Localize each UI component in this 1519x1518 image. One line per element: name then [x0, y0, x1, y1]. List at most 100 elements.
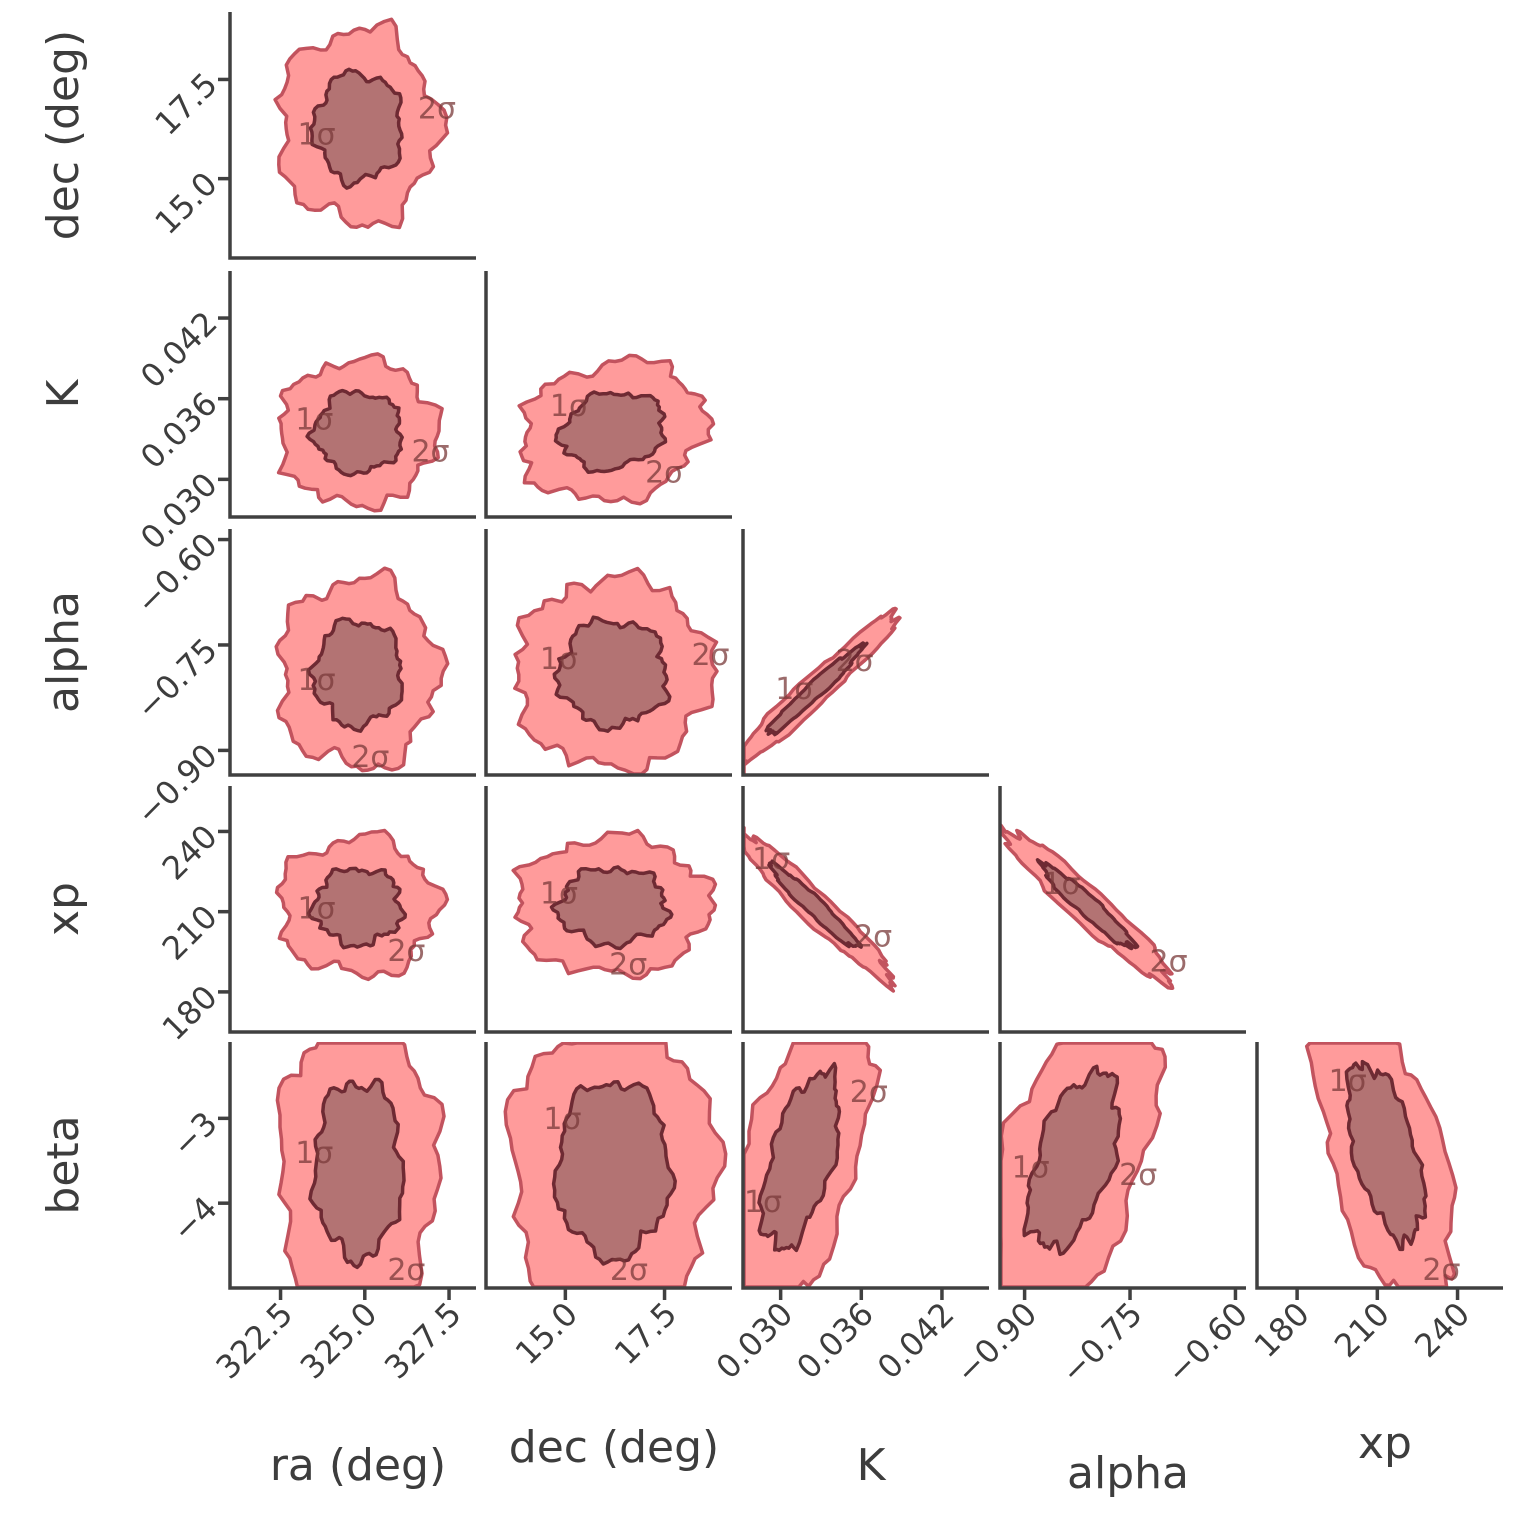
panel-ra-K: 1σ 2σ — [276, 352, 450, 513]
axes-ra-dec — [228, 12, 476, 260]
axes-ra-xp — [228, 786, 476, 1034]
ytick-label-xp-1: 210 — [155, 898, 225, 968]
sigma-label-2-ra-alpha: 2σ — [351, 740, 389, 775]
sigma-label-1-alpha-xp: 1σ — [1042, 867, 1080, 902]
contour-1sigma-dec-alpha — [552, 615, 672, 733]
panel-K-beta: 1σ 2σ — [743, 1042, 888, 1288]
panel-K-alpha: 1σ 2σ — [743, 606, 902, 775]
xtick-label-ra-0: 322.5 — [209, 1295, 301, 1387]
sigma-label-2-alpha-xp: 2σ — [1150, 944, 1188, 979]
ylabel-beta: beta — [38, 1115, 89, 1214]
panel-alpha-xp: 1σ 2σ — [1000, 823, 1188, 990]
contour-1sigma-K-beta — [757, 1061, 842, 1253]
ytick-label-dec-0: 15.0 — [147, 165, 224, 242]
sigma-label-2-ra-xp: 2σ — [387, 934, 425, 969]
ytick-label-alpha-1: −0.75 — [129, 631, 225, 727]
sigma-label-1-ra-alpha: 1σ — [298, 663, 336, 698]
xtick-label-dec-1: 17.5 — [607, 1295, 684, 1372]
sigma-label-2-ra-K: 2σ — [411, 435, 449, 470]
xtick-label-dec-0: 15.0 — [508, 1295, 585, 1372]
ylabel-dec: dec (deg) — [38, 30, 89, 240]
sigma-label-2-K-beta: 2σ — [850, 1075, 888, 1110]
xtick-label-K-1: 0.036 — [789, 1295, 881, 1387]
xlabel-dec: dec (deg) — [509, 1422, 719, 1473]
sigma-label-1-ra-beta: 1σ — [295, 1136, 333, 1171]
xtick-label-ra-1: 325.0 — [293, 1295, 385, 1387]
ytick-label-xp-2: 240 — [155, 817, 225, 887]
sigma-label-1-dec-alpha: 1σ — [540, 642, 578, 677]
sigma-label-1-ra-xp: 1σ — [298, 892, 336, 927]
contour-1sigma-dec-beta — [551, 1080, 677, 1266]
contour-1sigma-alpha-xp — [1035, 858, 1140, 951]
panel-ra-beta: 1σ 2σ — [275, 1042, 446, 1288]
axes-dec-K — [484, 271, 732, 519]
sigma-label-1-K-alpha: 1σ — [775, 672, 813, 707]
sigma-label-2-ra-beta: 2σ — [387, 1253, 425, 1288]
sigma-label-2-dec-beta: 2σ — [610, 1253, 648, 1288]
panel-ra-alpha: 1σ 2σ — [274, 566, 450, 775]
panel-alpha-beta: 1σ 2σ — [1000, 1042, 1168, 1288]
ytick-label-dec-1: 17.5 — [147, 65, 224, 142]
sigma-label-1-K-beta: 1σ — [744, 1185, 782, 1220]
contour-1sigma-ra-dec — [308, 67, 404, 190]
sigma-label-1-ra-dec: 1σ — [298, 117, 336, 152]
axes-K-alpha — [741, 529, 989, 777]
ytick-label-K-1: 0.036 — [133, 385, 225, 477]
contour-1sigma-ra-xp — [306, 866, 408, 950]
sigma-label-2-xp-beta: 2σ — [1422, 1253, 1460, 1288]
xlabel-xp: xp — [1358, 1418, 1412, 1469]
ytick-label-K-2: 0.042 — [133, 304, 225, 396]
contour-1sigma-ra-K — [305, 388, 404, 478]
contour-1sigma-dec-xp — [549, 865, 674, 951]
panel-dec-alpha: 1σ 2σ — [513, 566, 730, 775]
axes-alpha-beta — [998, 1042, 1246, 1290]
ylabel-K: K — [38, 378, 89, 408]
axes-xp-beta — [1255, 1042, 1503, 1290]
ylabel-alpha: alpha — [38, 591, 89, 713]
contour-1sigma-xp-beta — [1344, 1059, 1428, 1252]
panel-xp-beta: 1σ 2σ — [1304, 1042, 1461, 1288]
xtick-label-xp-0: 180 — [1247, 1295, 1317, 1365]
contour-1sigma-ra-beta — [308, 1077, 406, 1270]
xtick-label-alpha-0: −0.90 — [948, 1295, 1044, 1391]
contour-1sigma-K-xp — [767, 859, 863, 949]
xlabel-ra: ra (deg) — [270, 1440, 446, 1491]
xtick-label-xp-2: 240 — [1407, 1295, 1477, 1365]
xlabel-K: K — [857, 1440, 887, 1491]
axes-ra-K — [228, 271, 476, 519]
panel-ra-xp: 1σ 2σ — [274, 828, 450, 982]
axes-alpha-xp — [998, 786, 1246, 1034]
sigma-label-2-alpha-beta: 2σ — [1119, 1158, 1157, 1193]
panel-dec-xp: 1σ 2σ — [511, 828, 718, 983]
ytick-label-xp-0: 180 — [155, 978, 225, 1048]
panel-K-xp: 1σ 2σ — [743, 826, 897, 993]
sigma-label-1-xp-beta: 1σ — [1329, 1064, 1367, 1099]
sigma-label-1-alpha-beta: 1σ — [1012, 1150, 1050, 1185]
xtick-label-alpha-2: −0.60 — [1159, 1295, 1255, 1391]
sigma-label-2-K-xp: 2σ — [854, 919, 892, 954]
ytick-label-beta-1: −4 — [165, 1189, 225, 1249]
axes-dec-xp — [484, 786, 732, 1034]
axes-dec-alpha — [484, 529, 732, 777]
contour-1sigma-dec-K — [553, 390, 668, 475]
ytick-label-beta-0: −3 — [165, 1104, 225, 1164]
xtick-label-ra-2: 327.5 — [377, 1295, 469, 1387]
axes-ra-alpha — [228, 529, 476, 777]
ytick-label-alpha-0: −0.90 — [129, 736, 225, 832]
sigma-label-2-K-alpha: 2σ — [836, 644, 874, 679]
panel-dec-beta: 1σ 2σ — [503, 1042, 728, 1288]
xtick-label-alpha-1: −0.75 — [1053, 1295, 1149, 1391]
ylabel-xp: xp — [38, 882, 89, 936]
sigma-label-1-dec-beta: 1σ — [543, 1102, 581, 1137]
sigma-label-2-dec-alpha: 2σ — [691, 638, 729, 673]
sigma-label-1-ra-K: 1σ — [295, 402, 333, 437]
axes-dec-beta — [484, 1042, 732, 1290]
axes-K-beta — [741, 1042, 989, 1290]
sigma-label-2-dec-K: 2σ — [645, 456, 683, 491]
sigma-label-1-dec-K: 1σ — [550, 389, 588, 424]
sigma-label-2-ra-dec: 2σ — [418, 92, 456, 127]
contour-1sigma-ra-alpha — [306, 616, 404, 733]
panel-ra-dec: 1σ 2σ — [273, 17, 456, 230]
axes-K-xp — [741, 786, 989, 1034]
